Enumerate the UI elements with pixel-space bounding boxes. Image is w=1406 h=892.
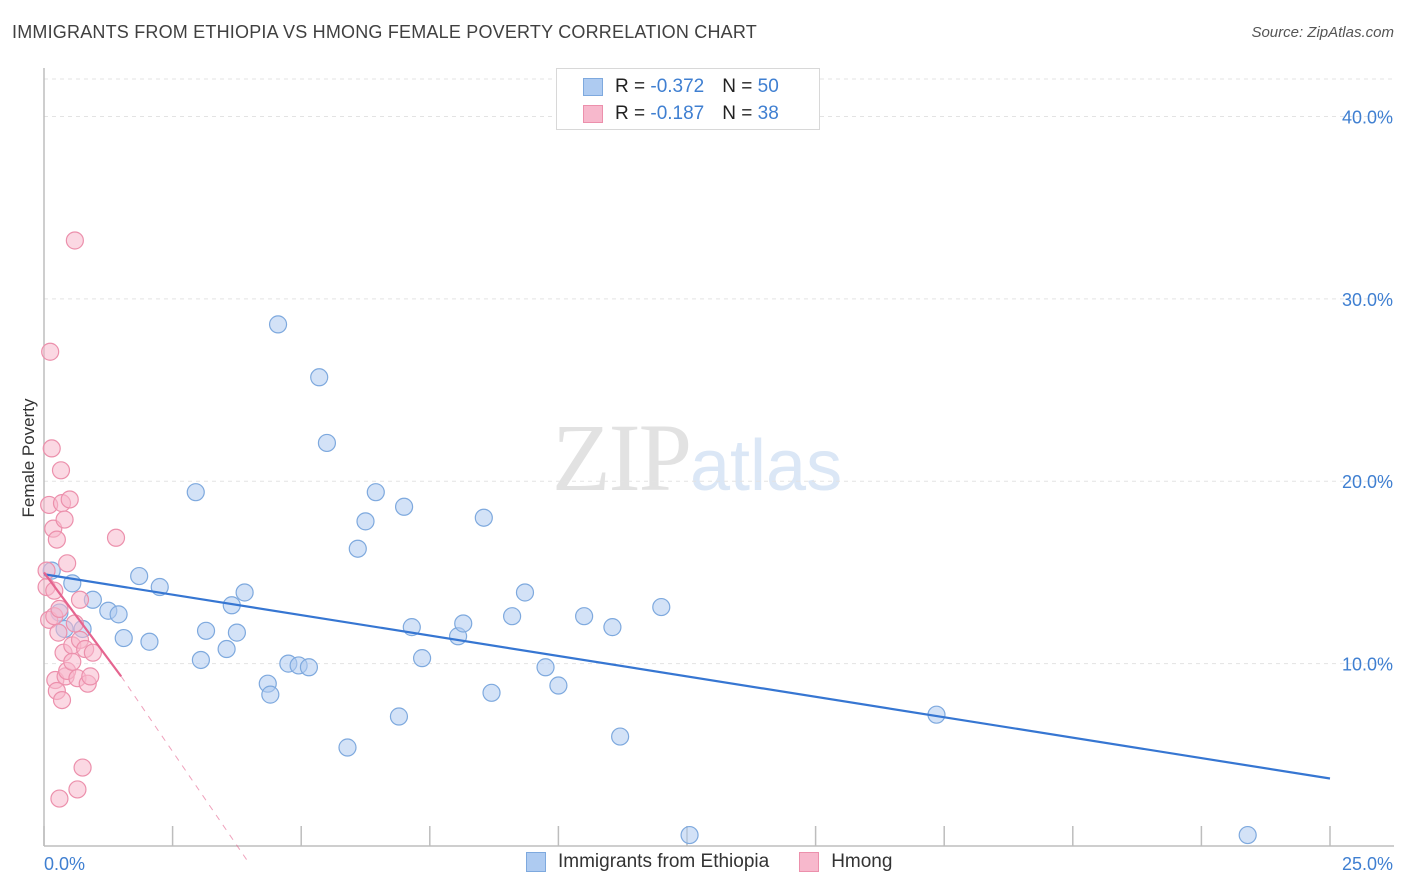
- hmong-point: [50, 599, 69, 619]
- ethiopia-point: [652, 597, 671, 617]
- watermark: ZIPatlas: [552, 402, 842, 513]
- ethiopia-point: [217, 639, 236, 659]
- legend-r-label: R =: [615, 103, 651, 124]
- hmong-point: [58, 554, 77, 573]
- correlation-legend: R = -0.372 N = 50 R = -0.187 N = 38: [556, 68, 820, 130]
- hmong-trend-line: [43, 571, 123, 678]
- legend-label-hmong: Hmong: [831, 851, 893, 872]
- series-hmong-points: [37, 231, 126, 808]
- y-tick-label: 20.0%: [1342, 472, 1393, 492]
- ethiopia-point: [140, 632, 159, 651]
- source-credit: Source: ZipAtlas.com: [1251, 24, 1394, 41]
- legend-item-hmong: Hmong: [799, 851, 892, 873]
- grid-lines: [44, 78, 1394, 665]
- ethiopia-point: [474, 508, 493, 527]
- hmong-point: [52, 690, 72, 710]
- ethiopia-point: [536, 658, 555, 677]
- hmong-point: [45, 581, 64, 600]
- ethiopia-trend-line: [43, 573, 1331, 780]
- ethiopia-point: [261, 685, 280, 704]
- ethiopia-point: [130, 566, 149, 586]
- ethiopia-point: [235, 583, 254, 602]
- legend-r-label: R =: [615, 76, 651, 97]
- hmong-point: [50, 789, 69, 808]
- legend-label-ethiopia: Immigrants from Ethiopia: [558, 851, 770, 872]
- hmong-point: [70, 590, 90, 609]
- legend-swatch-pink: [799, 852, 820, 872]
- watermark-atlas: atlas: [690, 426, 843, 506]
- ethiopia-point: [191, 650, 210, 670]
- trend-lines: [43, 571, 1331, 865]
- ethiopia-point: [503, 607, 522, 626]
- axes: [43, 68, 1394, 847]
- ethiopia-point: [412, 649, 432, 668]
- ethiopia-point: [348, 539, 367, 558]
- ethiopia-point: [549, 676, 568, 695]
- legend-row-ethiopia: R = -0.372 N = 50: [583, 75, 779, 99]
- y-tick-label: 30.0%: [1342, 290, 1393, 310]
- hmong-point: [73, 758, 92, 777]
- hmong-point: [47, 530, 66, 549]
- legend-swatch-pink: [583, 105, 603, 123]
- legend-n-value: 38: [757, 103, 779, 124]
- x-tick-label: 25.0%: [1342, 854, 1393, 874]
- series-ethiopia-points: [42, 315, 1257, 845]
- legend-r-value: -0.372: [650, 76, 705, 97]
- y-axis-label: Female Poverty: [19, 398, 38, 518]
- ethiopia-point: [366, 483, 385, 502]
- y-tick-label: 40.0%: [1342, 107, 1393, 127]
- ethiopia-point: [338, 738, 357, 757]
- ethiopia-point: [603, 618, 622, 637]
- legend-swatch-blue: [526, 852, 546, 872]
- ethiopia-point: [356, 512, 375, 531]
- ethiopia-point: [389, 707, 409, 726]
- hmong-point: [42, 439, 61, 458]
- hmong-trend-extension: [120, 676, 251, 865]
- ethiopia-point: [394, 497, 414, 516]
- ethiopia-point: [680, 825, 699, 845]
- ethiopia-point: [611, 727, 630, 746]
- legend-n-label: N =: [722, 76, 758, 97]
- series-legend: Immigrants from Ethiopia Hmong: [526, 851, 922, 873]
- hmong-point: [81, 667, 100, 686]
- tick-labels: 10.0% 20.0% 30.0% 40.0% 0.0% 25.0%: [44, 107, 1393, 874]
- legend-row-hmong: R = -0.187 N = 38: [583, 102, 779, 126]
- ethiopia-point: [299, 658, 319, 677]
- hmong-point: [55, 510, 74, 529]
- legend-r-value: -0.187: [650, 103, 705, 124]
- y-tick-label: 10.0%: [1342, 655, 1393, 675]
- hmong-point: [65, 231, 84, 250]
- hmong-point: [63, 652, 82, 671]
- ethiopia-point: [310, 368, 329, 387]
- watermark-zip: ZIP: [552, 404, 692, 511]
- ethiopia-point: [575, 607, 594, 626]
- ethiopia-point: [268, 315, 288, 334]
- hmong-point: [49, 623, 68, 642]
- hmong-point: [106, 528, 126, 547]
- ethiopia-point: [114, 628, 133, 648]
- hmong-point: [68, 780, 87, 799]
- ethiopia-point: [196, 621, 216, 640]
- ethiopia-point: [317, 433, 337, 453]
- legend-n-label: N =: [722, 103, 758, 124]
- ethiopia-point: [515, 583, 535, 602]
- legend-n-value: 50: [757, 76, 779, 97]
- chart-title: IMMIGRANTS FROM ETHIOPIA VS HMONG FEMALE…: [12, 22, 757, 42]
- ethiopia-point: [454, 614, 473, 633]
- hmong-point: [60, 490, 79, 509]
- ethiopia-point: [186, 483, 205, 502]
- ethiopia-point: [227, 623, 246, 642]
- ethiopia-point: [1238, 825, 1257, 845]
- ethiopia-point: [482, 683, 501, 702]
- x-tick-label: 0.0%: [44, 854, 85, 874]
- hmong-point: [83, 643, 102, 662]
- hmong-point: [51, 461, 71, 480]
- legend-item-ethiopia: Immigrants from Ethiopia: [526, 851, 769, 873]
- ethiopia-point: [109, 605, 128, 624]
- legend-swatch-blue: [583, 78, 603, 96]
- hmong-point: [41, 342, 60, 361]
